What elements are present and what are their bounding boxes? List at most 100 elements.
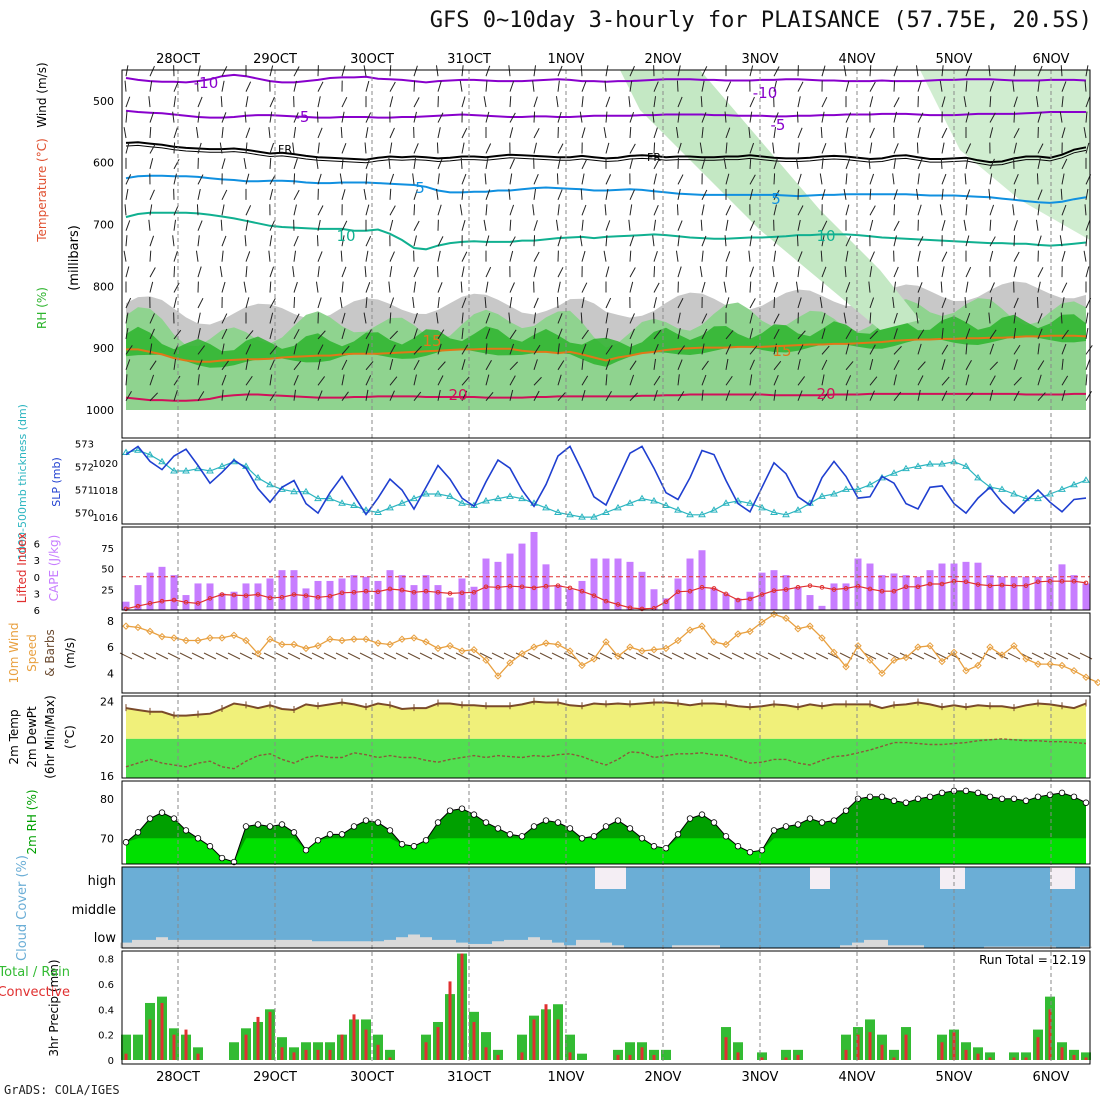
- wind-barb: [749, 65, 754, 77]
- rh-saturated-band: [126, 314, 1086, 368]
- wind-barb: [989, 112, 996, 123]
- wind-10m-barb: [755, 652, 769, 660]
- wind-barb: [725, 297, 730, 309]
- wind-barb: [221, 281, 226, 293]
- wind-barb: [605, 235, 608, 247]
- wind-barb: [797, 390, 803, 401]
- wind-barb: [629, 250, 632, 262]
- lifted-index-tick: 6: [34, 540, 40, 551]
- wind-barb: [629, 80, 633, 92]
- wind-barb: [173, 329, 182, 340]
- wind-barb: [413, 328, 418, 340]
- wind-10m-marker: [950, 648, 958, 657]
- wind-barb: [653, 390, 658, 401]
- cape-bar: [242, 583, 250, 610]
- wind-10m-barb: [1055, 652, 1069, 660]
- lifted-index-marker: [555, 583, 561, 588]
- lifted-index-marker: [975, 582, 981, 587]
- wind-barb: [797, 127, 803, 139]
- date-label-top: 5NOV: [936, 52, 973, 67]
- wind-10m-barb: [491, 652, 505, 660]
- wind-barb: [365, 296, 368, 309]
- cloud-low-gap: [576, 939, 588, 948]
- thickness-tick: 573: [75, 439, 94, 450]
- cloud-low-gap: [612, 945, 624, 948]
- wind-barb: [149, 80, 153, 92]
- wind-10m-barb: [575, 652, 589, 660]
- wind-barb: [723, 157, 727, 169]
- date-label-top: 28OCT: [156, 52, 200, 67]
- wind-barb: [557, 267, 564, 278]
- lifted-index-marker: [195, 601, 201, 606]
- rh-2m-marker: [266, 823, 274, 830]
- wind-barb: [579, 235, 583, 247]
- wind-barb: [941, 327, 944, 339]
- temp-ylabel-b: 2m DewPt: [25, 706, 39, 768]
- wind-barb: [797, 358, 801, 370]
- wind-barb: [365, 375, 372, 386]
- wind-10m-marker: [926, 642, 934, 650]
- wind-barb: [317, 205, 324, 216]
- wind-barb: [437, 389, 441, 401]
- lifted-index-marker: [891, 588, 897, 594]
- wind-barb: [700, 96, 703, 108]
- wind-barb: [460, 157, 463, 169]
- wind-barb: [317, 344, 324, 355]
- wind-barb: [845, 296, 848, 309]
- wind-10m-barb: [287, 652, 301, 660]
- wind-10m-marker: [890, 656, 898, 664]
- precip-total-bar: [121, 1034, 131, 1060]
- wind-barb: [317, 127, 323, 139]
- wind-barb: [581, 158, 588, 170]
- thickness-tick: 572: [75, 462, 94, 473]
- wind-10m-marker: [902, 653, 910, 662]
- wind-barb: [196, 204, 199, 216]
- wind-barb: [437, 80, 442, 92]
- wind-barb: [485, 189, 491, 200]
- precip-total-bar: [1009, 1052, 1019, 1060]
- wind-10m-marker: [866, 656, 874, 664]
- wind-barb: [869, 127, 875, 139]
- wind-barb: [916, 266, 919, 278]
- wind-barb: [1085, 111, 1088, 123]
- rh-2m-marker: [986, 793, 994, 801]
- wind-barb: [676, 204, 679, 216]
- wind-barb: [485, 328, 491, 340]
- wind-barb: [125, 188, 129, 200]
- wind-barb: [844, 266, 847, 278]
- thickness-marker: [986, 483, 994, 490]
- wind-barb: [725, 96, 729, 108]
- wind-barb: [317, 219, 321, 231]
- wind-barb: [845, 80, 850, 92]
- wind-barb: [436, 266, 439, 278]
- wind-barb: [773, 189, 780, 201]
- wind-barb: [149, 343, 153, 355]
- wind-barb: [653, 282, 660, 293]
- cape-bar: [1046, 576, 1054, 610]
- wind-barb: [221, 328, 228, 340]
- cape-bar: [278, 570, 286, 610]
- thickness-marker: [350, 501, 358, 509]
- wind-barb: [365, 112, 372, 123]
- wind-barb: [725, 375, 733, 386]
- wind-barb: [557, 65, 563, 77]
- rh-2m-marker: [650, 843, 658, 850]
- precip-total-bar: [889, 1049, 899, 1060]
- rh-2m-marker: [386, 827, 394, 834]
- rh-2m-marker: [398, 841, 406, 848]
- wind-barb: [701, 204, 705, 216]
- wind-barb: [821, 312, 826, 324]
- rh-2m-marker: [974, 789, 982, 797]
- wind-barb: [869, 312, 872, 324]
- lifted-index-marker: [483, 584, 489, 590]
- cape-bar: [794, 586, 802, 610]
- wind-barb: [293, 66, 300, 77]
- lifted-index-marker: [1047, 578, 1053, 584]
- wind-barb: [557, 189, 563, 201]
- wind-barb: [629, 281, 634, 293]
- wind-10m-marker: [338, 636, 346, 645]
- wind-barb: [893, 281, 897, 293]
- precip-convective-bar: [868, 1032, 872, 1060]
- wind-barb: [1013, 312, 1017, 324]
- wind-barb: [1061, 173, 1065, 185]
